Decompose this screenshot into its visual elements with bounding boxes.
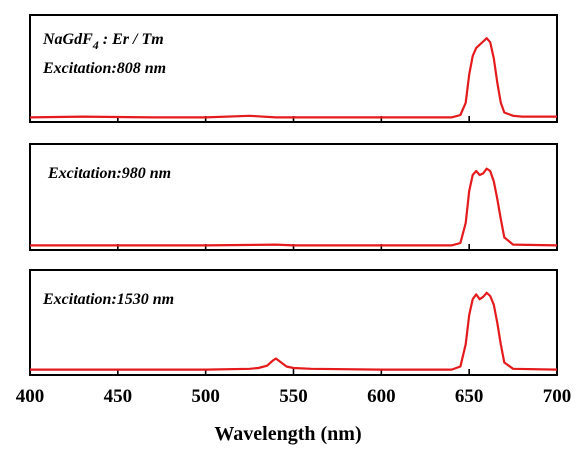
x-axis: 400 450 500 550 600 650 700 — [16, 386, 572, 407]
compound-label: NaGdF4 : Er / Tm — [42, 31, 164, 52]
excitation-label-2: Excitation:980 nm — [47, 165, 171, 182]
series-line-3 — [30, 291, 558, 371]
x-tick-label: 550 — [279, 386, 308, 407]
x-tick-label: 450 — [104, 386, 133, 407]
excitation-label-3: Excitation:1530 nm — [42, 291, 174, 308]
x-tick-label: 700 — [543, 386, 572, 407]
series-line-2 — [30, 167, 558, 247]
panels: NaGdF4 : Er / Tm Excitation:808 nm Excitat… — [29, 14, 558, 376]
x-tick-label: 400 — [16, 386, 45, 407]
excitation-label-1: Excitation:808 nm — [42, 60, 166, 77]
x-axis-label: Wavelength (nm) — [214, 423, 361, 445]
panel-2: Excitation:980 nm — [29, 143, 558, 251]
panel-frame — [29, 143, 558, 251]
x-tick-label: 500 — [191, 386, 220, 407]
panel-3: Excitation:1530 nm — [29, 269, 558, 376]
panel-frame — [29, 269, 558, 376]
x-tick-label: 650 — [455, 386, 484, 407]
series-line-1 — [29, 37, 557, 119]
panel-1: NaGdF4 : Er / Tm Excitation:808 nm — [29, 14, 558, 123]
x-tick-label: 600 — [367, 386, 396, 407]
